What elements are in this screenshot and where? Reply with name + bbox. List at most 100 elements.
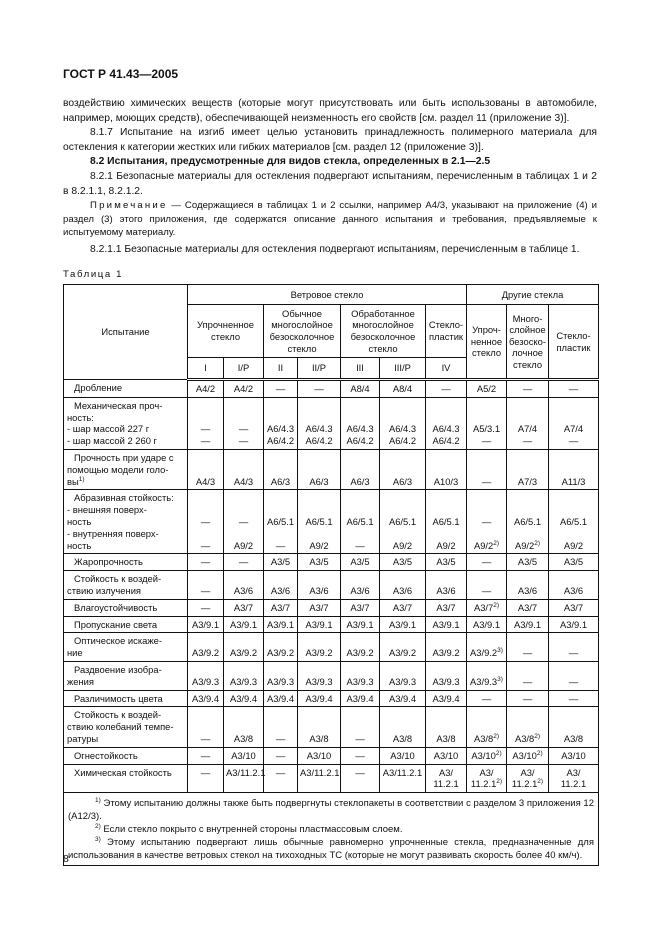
cell-line [300,778,338,790]
table-cell: А3/9.1 [506,615,549,634]
label-text: ствию излучения [67,584,142,596]
cell-line [266,778,295,790]
cell-value: А8/4 [350,383,370,394]
cell-line: — [469,435,504,447]
table-cell: А3/7 [223,598,264,617]
cell-line: А6/3 [300,476,338,488]
subgroup-header: Обычное многослойное безосколочное стекл… [263,304,341,358]
subgroup-header: Упрочненное стекло [187,304,264,358]
label-line: Влагоустойчивость [67,602,184,614]
table-cell: А7/3 [506,448,549,491]
table-cell: А3/11.2.1 [297,763,341,794]
cell-line: — [190,540,221,552]
table-cell: — [466,553,507,572]
table-cell: А6/3 [379,448,426,491]
cell-line: А3/8 [551,733,596,745]
cell-value: А3/9.1 [513,618,542,630]
cell-value: — [568,675,579,687]
cell-line: А6/3 [266,476,295,488]
label-text: - шар массой 2 260 г [67,435,157,447]
footnote-ref: 3) [497,675,503,683]
cell-line: А3/9.1 [469,619,504,631]
cell-line: А6/4.2 [343,435,377,447]
footnote-mark: 2) [95,823,101,831]
cell-value: — [522,383,533,394]
row-label: Огнестойкость [63,746,188,765]
label-line: Химическая стойкость [67,767,184,779]
table-cell: А7/4— [506,396,549,450]
cell-value: А3/9.1 [191,618,220,630]
label-text: Механическая проч- [74,399,163,411]
cell-value: — [200,539,211,551]
cell-line: А6/5.1 [266,516,295,528]
cell-value: А3/6 [563,584,584,596]
cell-value: А3/7 [270,601,291,613]
table-row: Оптическое искаже-ние А3/9.2 А3/9.2 А3/9.2 А… [63,632,599,662]
cell-line [343,528,377,540]
row-label: Химическая стойкость [63,763,188,794]
table-cell: — — [223,396,264,450]
cell-line: А3/9.4 [343,693,377,705]
table-cell: А3/7 [263,598,298,617]
cell-line: — [266,750,295,762]
cell-line: — [509,647,546,659]
note-label: Примечание [90,200,168,211]
table-cell: А10/3 [425,448,467,491]
table-cell: А3/9.3 [340,660,380,691]
cell-line: — [469,516,504,528]
cell-value: А4/2 [195,383,216,394]
label-text: - шар массой 227 г [67,423,150,435]
cell-value: А4/2 [233,383,254,394]
footnote-mark: 1) [95,797,101,805]
cell-line: — [190,516,221,528]
table-cell: А3/82) [506,706,549,748]
cell-line: А3/9.3 [428,676,464,688]
table-cell: А3/10 [223,746,264,765]
cell-line: А3/9.2 [343,647,377,659]
row-label: Пропускание света [63,615,188,634]
table-row: Жаропрочность — — А3/5 А3/5 А3/5 А3/5 А3/5 — А3/5… [63,553,599,572]
cell-line: — [509,435,546,447]
cell-line: А3/9.4 [226,693,261,705]
cell-value: — [200,732,211,744]
cell-line: 11.2.12) [509,778,546,790]
cell-value: А3/5 [563,556,584,568]
cell-line: А6/5.1 [551,516,596,528]
label-text: Химическая стойкость [74,766,172,778]
table-row: Влагоустойчивость — А3/7 А3/7 А3/7 А3/7 А3/7 А3… [63,598,599,617]
table-cell: — [263,379,298,398]
cell-line: А3/9.4 [300,693,338,705]
row-label: Влагоустойчивость [63,598,188,617]
table-cell: А3/9.1 [425,615,467,634]
cell-value: А3/10 [231,749,256,761]
cell-line: А10/3 [428,476,464,488]
row-label: Дробление [63,379,188,398]
cell-value: А6/5.1 [432,515,460,527]
label-text: ствию колебаний темпе- [67,721,174,733]
cell-line [190,778,221,790]
footnote-ref: 2) [534,539,541,547]
label-line: ность [67,540,184,552]
label-text: жения [67,675,94,687]
table-cell: А3/9.3 [187,660,224,691]
cell-value: А6/5.1 [266,515,295,527]
table-cell: — [548,689,599,708]
cell-value: А3/11.2.1 [226,766,266,778]
table-row: Стойкость к воздей-ствию излучения — А3/6 А… [63,570,599,600]
cell-value: — [314,383,324,394]
cell-value: А3/9.4 [388,692,417,704]
cell-value: А3/7 [563,601,584,613]
label-text: вы [67,475,79,487]
cell-line: А3/8 [428,733,464,745]
cell-line: А3/5 [266,556,295,568]
cell-value: А3/ [479,766,494,778]
cell-value: А3/9.1 [432,618,460,630]
cell-line: А3/9.2 [226,647,261,659]
table-cell: — [187,570,224,600]
table-cell: А3/11.2.1 [425,763,467,794]
cell-value: А3/7 [309,601,329,613]
cell-value: А3/8 [233,732,254,744]
table-cell: А4/2 [223,379,264,398]
table-cell: А4/3 [223,448,264,491]
cell-value: — [275,539,286,551]
